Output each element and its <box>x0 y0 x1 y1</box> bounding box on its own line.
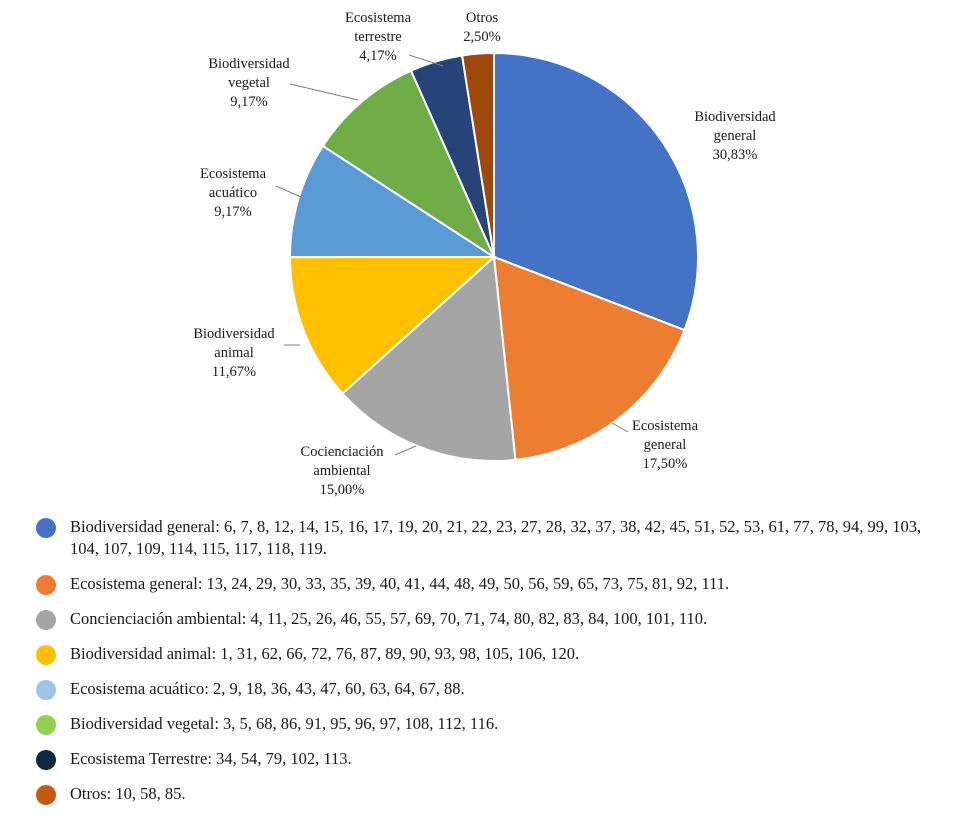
pie-slice-1 <box>492 255 686 461</box>
legend-item-biodiversidad-vegetal: Biodiversidad vegetal: 3, 5, 68, 86, 91,… <box>36 713 951 735</box>
pie-slice-4 <box>288 144 498 259</box>
legend-text: Biodiversidad general: 6, 7, 8, 12, 14, … <box>70 517 922 558</box>
legend-item-biodiversidad-animal: Biodiversidad animal: 1, 31, 62, 66, 72,… <box>36 643 951 665</box>
slice-value-label: 30,83% <box>713 147 758 163</box>
pie-slice-7 <box>460 51 495 258</box>
slice-name-label: Cocienciación <box>301 444 385 460</box>
slice-value-label: 2,50% <box>463 29 500 45</box>
legend-dot <box>36 645 56 665</box>
legend-text: Biodiversidad animal: 1, 31, 62, 66, 72,… <box>70 644 580 663</box>
legend-text: Otros: 10, 58, 85. <box>70 784 186 803</box>
pie-slices <box>288 51 699 462</box>
pie-chart: Biodiversidad general 30,83% Ecosistema gene… <box>193 10 776 498</box>
slice-name-label: Biodiversidad <box>193 326 275 342</box>
legend-item-ecosistema-acuatico: Ecosistema acuático: 2, 9, 18, 36, 43, 4… <box>36 678 951 700</box>
legend-item-ecosistema-terrestre: Ecosistema Terrestre: 34, 54, 79, 102, 1… <box>36 748 951 770</box>
legend-text: Ecosistema Terrestre: 34, 54, 79, 102, 1… <box>70 749 352 768</box>
slice-label-5: Biodiversidad vegetal 9,17% <box>208 56 290 110</box>
leader-line-5 <box>289 83 359 101</box>
legend-dot <box>36 715 56 735</box>
legend-dot <box>36 575 56 595</box>
slice-name-label: acuático <box>209 185 257 201</box>
pie-slice-5 <box>321 69 497 260</box>
slice-value-label: 15,00% <box>320 482 365 498</box>
slice-name-label: Biodiversidad <box>208 56 290 72</box>
pie-slice-0 <box>493 51 699 332</box>
legend-dot <box>36 750 56 770</box>
legend-dot <box>36 680 56 700</box>
legend-text: Biodiversidad vegetal: 3, 5, 68, 86, 91,… <box>70 714 499 733</box>
slice-name-label: ambiental <box>313 463 370 479</box>
slice-label-3: Biodiversidad animal 11,67% <box>193 326 275 380</box>
slice-name-label: terrestre <box>354 29 402 45</box>
slice-value-label: 11,67% <box>212 364 256 380</box>
legend-item-biodiversidad-general: Biodiversidad general: 6, 7, 8, 12, 14, … <box>36 516 951 560</box>
slice-name-label: animal <box>214 345 253 361</box>
legend-item-otros: Otros: 10, 58, 85. <box>36 783 951 805</box>
pie-slice-2 <box>341 254 517 462</box>
slice-label-4: Ecosistema acuático 9,17% <box>200 166 267 220</box>
leader-line-1 <box>611 422 629 433</box>
slice-label-2: Cocienciación ambiental 15,00% <box>301 444 385 498</box>
slice-value-label: 9,17% <box>230 94 267 110</box>
slice-label-1: Ecosistema general 17,50% <box>632 418 699 472</box>
legend-dot <box>36 785 56 805</box>
slice-name-label: Ecosistema <box>345 10 412 26</box>
legend-dot <box>36 610 56 630</box>
slice-name-label: Ecosistema <box>200 166 267 182</box>
leader-line-4 <box>275 185 302 198</box>
slice-label-0: Biodiversidad general 30,83% <box>694 109 776 163</box>
legend-item-concienciacion-ambiental: Concienciación ambiental: 4, 11, 25, 26,… <box>36 608 951 630</box>
legend-item-ecosistema-general: Ecosistema general: 13, 24, 29, 30, 33, … <box>36 573 951 595</box>
slice-name-label: vegetal <box>228 75 270 91</box>
slice-label-6: Ecosistema terrestre 4,17% <box>345 10 412 64</box>
slice-name-label: Biodiversidad <box>694 109 776 125</box>
slice-labels: Biodiversidad general 30,83% Ecosistema gene… <box>193 10 776 498</box>
legend-text: Ecosistema general: 13, 24, 29, 30, 33, … <box>70 574 730 593</box>
slice-name-label: general <box>714 128 757 144</box>
label-leader-lines <box>275 54 629 456</box>
slice-value-label: 4,17% <box>359 48 396 64</box>
legend-dot <box>36 518 56 538</box>
legend: Biodiversidad general: 6, 7, 8, 12, 14, … <box>36 516 951 818</box>
leader-line-2 <box>394 445 417 456</box>
legend-text: Ecosistema acuático: 2, 9, 18, 36, 43, 4… <box>70 679 465 698</box>
slice-value-label: 9,17% <box>214 204 251 220</box>
slice-name-label: general <box>644 437 687 453</box>
slice-label-7: Otros 2,50% <box>463 10 500 45</box>
pie-slice-3 <box>288 255 497 396</box>
slice-name-label: Ecosistema <box>632 418 699 434</box>
slice-name-label: Otros <box>466 10 499 26</box>
legend-text: Concienciación ambiental: 4, 11, 25, 26,… <box>70 609 708 628</box>
leader-line-6 <box>408 54 444 67</box>
slice-value-label: 17,50% <box>643 456 688 472</box>
